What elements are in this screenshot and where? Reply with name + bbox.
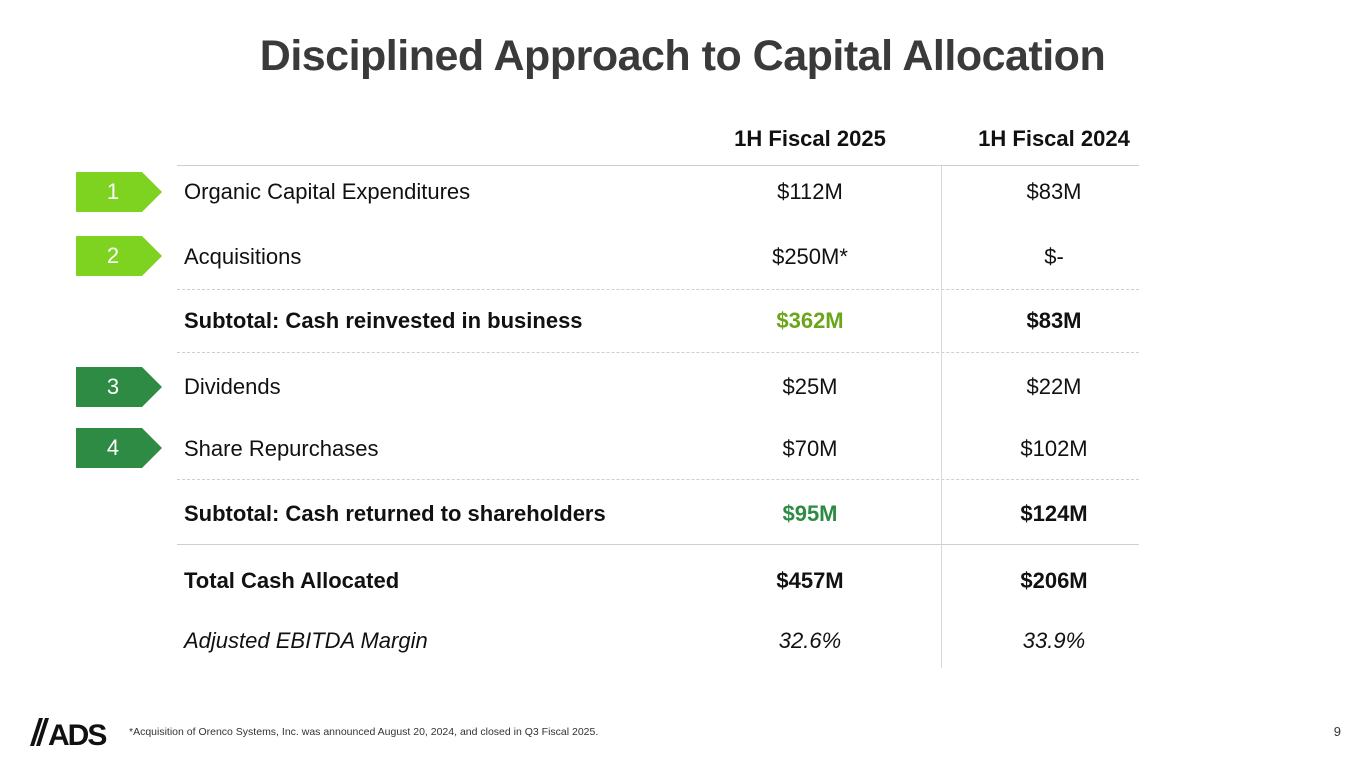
table-row-acquisitions: Acquisitions $250M* $- [0,237,1365,277]
row-divider [177,352,1139,353]
footnote: *Acquisition of Orenco Systems, Inc. was… [129,726,599,738]
row-divider [177,289,1139,290]
row-label: Dividends [184,374,281,399]
header-divider [177,165,1139,166]
badge-number: 2 [106,243,120,268]
row-label: Total Cash Allocated [184,568,400,593]
arrow-badge-icon [76,367,162,407]
slide-title: Disciplined Approach to Capital Allocati… [259,32,1106,80]
value-fy2025: $70M [782,436,838,461]
badge-2: 2 [76,236,162,276]
row-label: Acquisitions [184,244,302,269]
ads-logo-icon: ADS [30,718,108,752]
table-row-share-repurchases: Share Repurchases $70M $102M [0,429,1365,469]
value-fy2024: $206M [1020,568,1088,593]
value-fy2025: $25M [782,374,838,399]
column-header-fy2025: 1H Fiscal 2025 [734,126,886,151]
page-number: 9 [1333,724,1341,739]
row-divider [177,479,1139,480]
row-label: Share Repurchases [184,436,379,461]
column-divider [941,166,942,668]
row-label: Subtotal: Cash reinvested in business [184,308,583,333]
table-row-total-cash-allocated: Total Cash Allocated $457M $206M [0,561,1365,601]
value-fy2024: $83M [1026,179,1082,204]
value-fy2025: $95M [782,501,838,526]
value-fy2025: $457M [776,568,844,593]
row-label: Adjusted EBITDA Margin [184,628,428,653]
badge-3: 3 [76,367,162,407]
row-divider [177,544,1139,545]
row-label: Subtotal: Cash returned to shareholders [184,501,606,526]
table-row-subtotal-reinvested: Subtotal: Cash reinvested in business $3… [0,301,1365,341]
row-label: Organic Capital Expenditures [184,179,471,204]
badge-1: 1 [76,172,162,212]
ads-logo: ADS [30,716,120,752]
badge-number: 4 [106,435,120,460]
value-fy2025: $362M [776,308,844,333]
column-header-fy2024: 1H Fiscal 2024 [978,126,1130,151]
badge-4: 4 [76,428,162,468]
value-fy2024: $- [1044,244,1064,269]
table-row-subtotal-returned: Subtotal: Cash returned to shareholders … [0,494,1365,534]
value-fy2025: 32.6% [778,628,842,653]
badge-number: 3 [106,374,120,399]
value-fy2024: $83M [1026,308,1082,333]
value-fy2024: $124M [1020,501,1088,526]
value-fy2024: 33.9% [1022,628,1086,653]
value-fy2025: $250M* [772,244,848,269]
table-row-organic-capex: Organic Capital Expenditures $112M $83M [0,172,1365,212]
badge-number: 1 [106,179,120,204]
arrow-badge-icon [76,428,162,468]
value-fy2024: $22M [1026,374,1082,399]
arrow-badge-icon [76,172,162,212]
value-fy2025: $112M [777,179,843,204]
table-row-dividends: Dividends $25M $22M [0,367,1365,407]
logo-text: ADS [48,719,106,748]
table-row-adjusted-ebitda-margin: Adjusted EBITDA Margin 32.6% 33.9% [0,621,1365,661]
value-fy2024: $102M [1020,436,1088,461]
arrow-badge-icon [76,236,162,276]
